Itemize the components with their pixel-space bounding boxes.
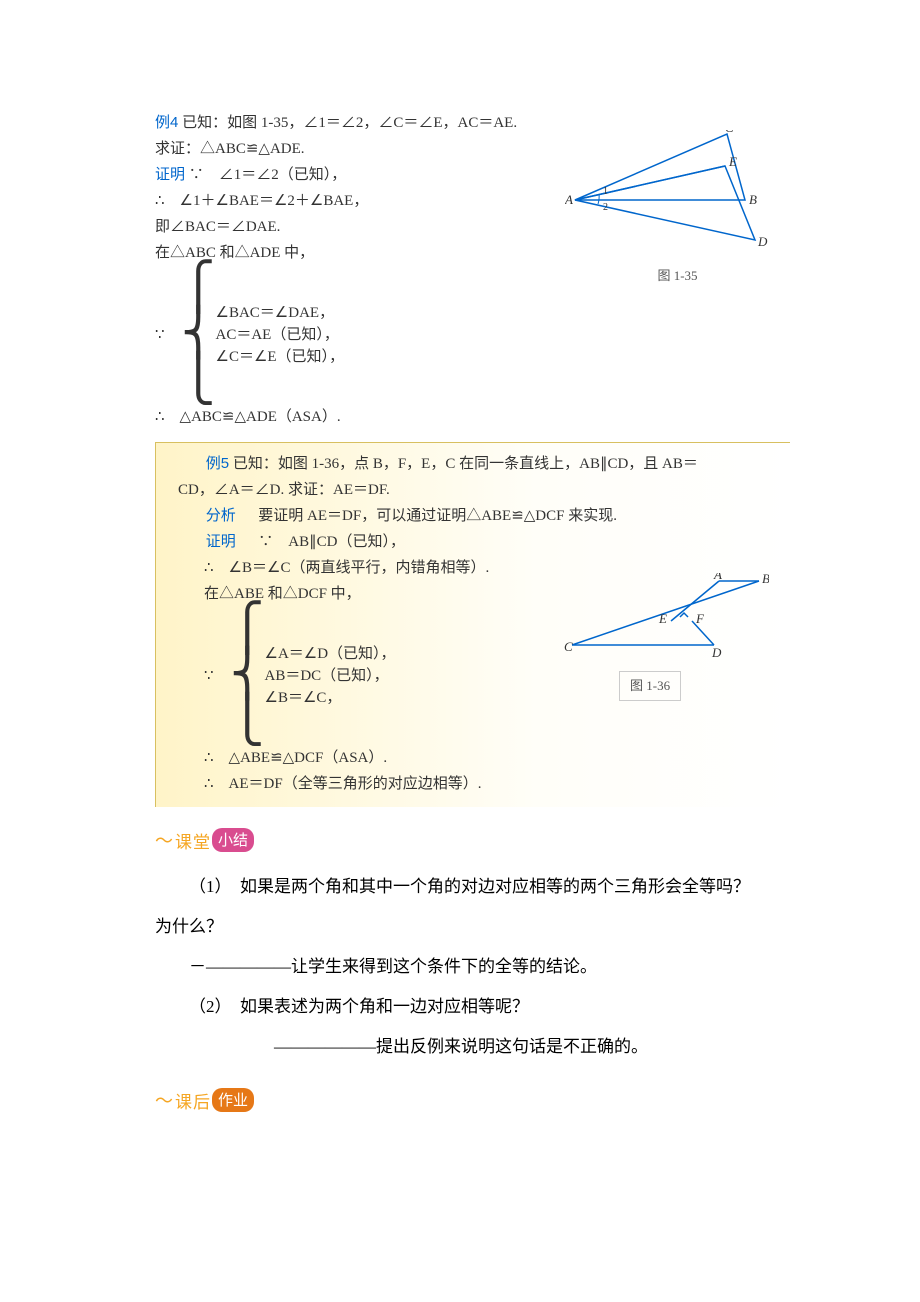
example-4: 例4 已知：如图 1-35，∠1＝∠2，∠C＝∠E，AC＝AE. 求证：△ABC… (155, 110, 790, 430)
summary-a2: ——————提出反例来说明这句话是不正确的。 (155, 1027, 790, 1067)
svg-text:1: 1 (603, 186, 608, 197)
ex5-brace3: ∠B＝∠C， (265, 687, 396, 709)
svg-text:C: C (725, 130, 734, 135)
ex5-analysis: 要证明 AE＝DF，可以通过证明△ABE≌△DCF 来实现. (258, 508, 617, 524)
svg-text:D: D (711, 645, 722, 658)
example4-given: 已知：如图 1-35，∠1＝∠2，∠C＝∠E，AC＝AE. (182, 115, 517, 131)
summary-q1b: 为什么？ (155, 907, 790, 947)
summary-q1: （1） 如果是两个角和其中一个角的对边对应相等的两个三角形会全等吗？ (155, 867, 790, 907)
ex5-analysis-label: 分析 (206, 507, 236, 524)
summary-q2: （2） 如果表述为两个角和一边对应相等呢？ (155, 987, 790, 1027)
summary-a1: －—————让学生来得到这个条件下的全等的结论。 (155, 947, 790, 987)
ex4-brace1: ∠BAC＝∠DAE， (216, 302, 345, 324)
example-5: 例5 已知：如图 1-36，点 B，F，E，C 在同一条直线上，AB∥CD，且 … (155, 442, 790, 807)
summary-body: （1） 如果是两个角和其中一个角的对边对应相等的两个三角形会全等吗？ 为什么？ … (155, 867, 790, 1067)
figure-1-36: A B C D E F 图 1-36 (564, 573, 774, 701)
fig2-caption: 图 1-36 (619, 671, 681, 701)
homework-badge-circ: 作业 (212, 1088, 254, 1112)
ex5-brace1: ∠A＝∠D（已知）， (265, 643, 396, 665)
svg-text:2: 2 (603, 202, 608, 213)
figure-1-35: A B C D E 1 2 图 1-35 (565, 130, 790, 289)
because-symbol: ∵ (155, 322, 181, 348)
brace-icon-2: ⎧⎨⎩ (230, 605, 265, 743)
ex5-conclusion1: ∴ △ABE≌△DCF（ASA）. (178, 745, 778, 771)
ex4-conclusion: ∴ △ABC≌△ADE（ASA）. (155, 404, 790, 430)
page: 例4 已知：如图 1-35，∠1＝∠2，∠C＝∠E，AC＝AE. 求证：△ABC… (0, 0, 920, 1177)
summary-badge: 〜 课堂 小结 (155, 827, 790, 853)
summary-badge-plain: 课堂 (175, 828, 211, 853)
svg-text:A: A (565, 192, 573, 207)
example5-label: 例5 (206, 455, 229, 472)
svg-text:E: E (658, 611, 667, 626)
example4-label: 例4 (155, 114, 178, 131)
ex5-proof-label: 证明 (206, 533, 236, 550)
ex5-brace2: AB＝DC（已知）， (265, 665, 396, 687)
ex5-step1: ∵ AB∥CD（已知）， (258, 534, 405, 550)
homework-badge: 〜 课后 作业 (155, 1087, 790, 1113)
because-symbol-2: ∵ (204, 663, 230, 689)
ex5-given-a: 已知：如图 1-36，点 B，F，E，C 在同一条直线上，AB∥CD，且 AB＝ (233, 456, 698, 472)
swoosh-icon: 〜 (155, 827, 173, 853)
svg-text:B: B (762, 573, 769, 586)
swoosh-icon-2: 〜 (155, 1087, 173, 1113)
ex4-brace3: ∠C＝∠E（已知）， (216, 346, 345, 368)
ex4-step1: ∵ ∠1＝∠2（已知）， (189, 167, 347, 183)
summary-badge-circ: 小结 (212, 828, 254, 852)
svg-text:A: A (713, 573, 722, 582)
svg-text:E: E (728, 154, 737, 169)
ex4-brace2: AC＝AE（已知）， (216, 324, 345, 346)
ex5-conclusion2: ∴ AE＝DF（全等三角形的对应边相等）. (178, 771, 778, 797)
svg-text:B: B (749, 192, 757, 207)
example4-proof-label: 证明 (155, 166, 185, 183)
figure-1-36-svg: A B C D E F (564, 573, 769, 658)
svg-text:D: D (757, 234, 768, 249)
fig1-caption: 图 1-35 (565, 263, 790, 289)
svg-text:C: C (564, 639, 573, 654)
svg-text:F: F (695, 611, 705, 626)
figure-1-35-svg: A B C D E 1 2 (565, 130, 770, 250)
ex5-given-b: CD，∠A＝∠D. 求证：AE＝DF. (178, 477, 778, 503)
homework-badge-plain: 课后 (175, 1088, 211, 1113)
brace-icon: ⎧⎨⎩ (181, 264, 216, 402)
